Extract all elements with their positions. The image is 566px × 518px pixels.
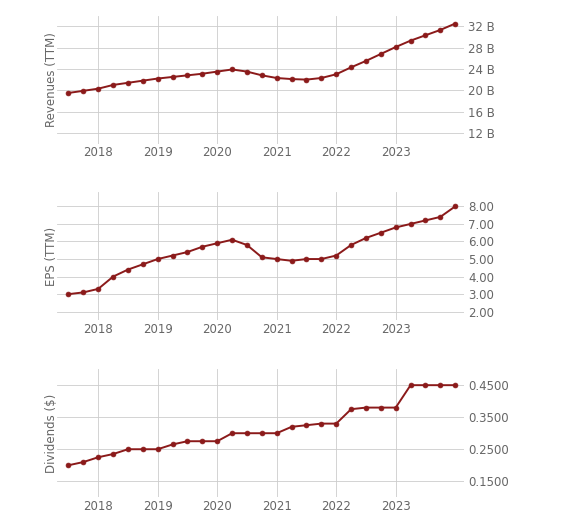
- Y-axis label: EPS (TTM): EPS (TTM): [45, 227, 58, 286]
- Y-axis label: Revenues (TTM): Revenues (TTM): [45, 32, 58, 127]
- Y-axis label: Dividends ($): Dividends ($): [45, 394, 58, 473]
